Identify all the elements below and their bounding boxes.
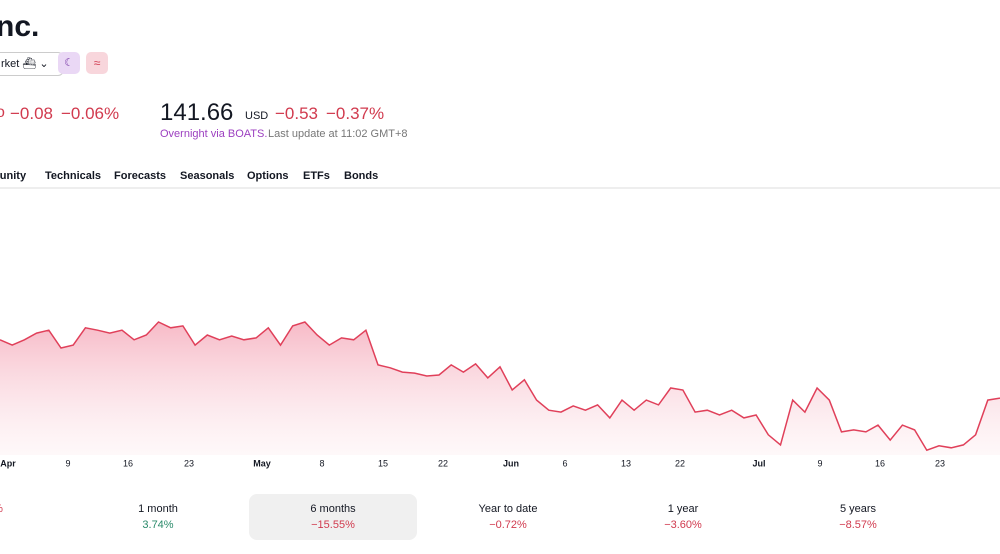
- dot: o: [0, 104, 5, 121]
- period[interactable]: 5 years −8.57%: [774, 494, 942, 540]
- period[interactable]: Year to date −0.72%: [424, 494, 592, 540]
- updated: Last update at 11:02 GMT+8: [268, 128, 408, 140]
- tab[interactable]: Forecasts: [114, 170, 166, 182]
- x-tick-label: 13: [621, 458, 631, 468]
- period[interactable]: 6 months −15.55%: [249, 494, 417, 540]
- price-change: −0.53: [275, 104, 319, 123]
- period-change: −8.57%: [839, 519, 877, 531]
- tab[interactable]: Technicals: [45, 170, 102, 182]
- x-tick-label: Jul: [752, 458, 765, 468]
- area: [0, 322, 1000, 455]
- period[interactable]: 1 month 3.74%: [74, 494, 242, 540]
- tab[interactable]: Options: [247, 170, 289, 182]
- period-label: 6 months: [310, 503, 356, 515]
- title: nc.: [0, 10, 40, 43]
- period-change: −0.72%: [489, 519, 527, 531]
- period-change: −15.55%: [311, 519, 355, 531]
- chart: Apr 9 16 23 May 8 15 22 Jun 6 13 22 Jul 9 16 23: [0, 321, 1000, 468]
- tab[interactable]: Seasonals: [180, 170, 235, 182]
- period-label: Year to date: [478, 503, 538, 515]
- market-select[interactable]: rket ⛴ ⌄: [0, 52, 64, 76]
- price-change-pct: −0.37%: [326, 104, 385, 123]
- session-change: −0.08: [10, 104, 54, 123]
- tab[interactable]: Bonds: [344, 170, 379, 182]
- x-tick-label: 9: [817, 458, 822, 468]
- period[interactable]: 1 year −3.60%: [599, 494, 767, 540]
- price-line: [0, 321, 1000, 452]
- x-tick-label: Apr: [0, 458, 16, 468]
- tab[interactable]: ETFs: [303, 170, 330, 182]
- x-tick-label: 6: [562, 458, 567, 468]
- x-tick-label: 16: [875, 458, 885, 468]
- period-change: −3.60%: [664, 519, 702, 531]
- period-label: 1 year: [667, 503, 699, 515]
- x-tick-label: 15: [378, 458, 388, 468]
- period-change: %: [0, 503, 82, 515]
- x-tick-label: May: [253, 458, 271, 468]
- x-tick-label: Jun: [503, 458, 519, 468]
- period[interactable]: %: [0, 494, 82, 540]
- x-tick-label: 16: [123, 458, 133, 468]
- market-label: rket: [1, 58, 20, 70]
- x-tick-label: 23: [935, 458, 945, 468]
- x-tick-label: 9: [65, 458, 70, 468]
- compare-button[interactable]: ≈: [86, 52, 108, 74]
- tab[interactable]: munity: [0, 170, 27, 182]
- divider: [0, 187, 1000, 189]
- currency: USD: [245, 110, 269, 122]
- theme-button[interactable]: ☾: [58, 52, 80, 74]
- source: Overnight via BOATS.: [160, 128, 268, 140]
- price: 141.66: [160, 99, 234, 126]
- x-tick-label: 8: [319, 458, 324, 468]
- session-change-pct: −0.06%: [61, 104, 120, 123]
- period-change: 3.74%: [142, 519, 174, 531]
- period-label: 5 years: [839, 503, 877, 515]
- x-tick-label: 22: [438, 458, 448, 468]
- period-label: 1 month: [138, 503, 178, 515]
- x-tick-label: 23: [184, 458, 194, 468]
- x-tick-label: 22: [675, 458, 685, 468]
